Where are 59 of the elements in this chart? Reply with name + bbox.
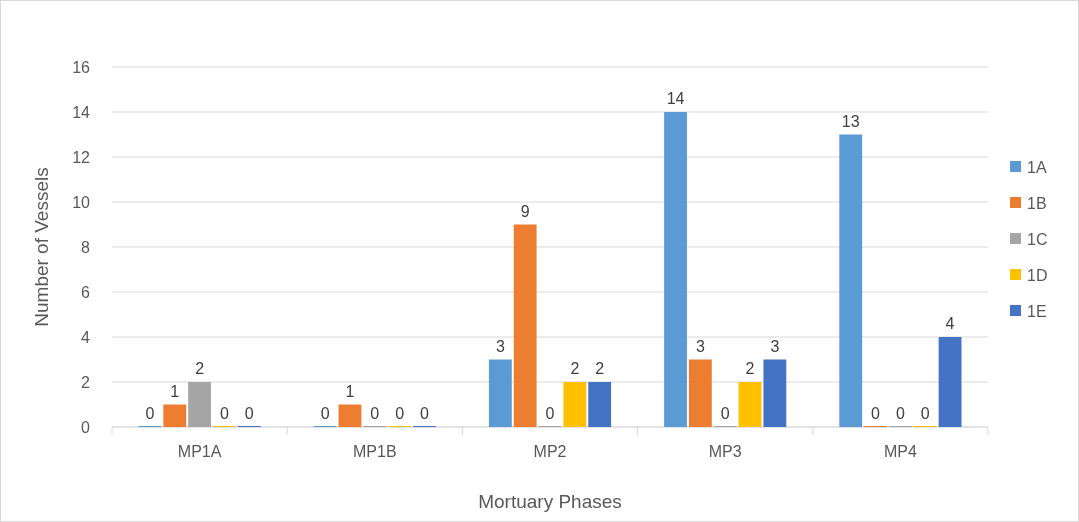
data-label: 2 [570,360,580,377]
legend-label: 1E [1027,302,1047,320]
data-label: 2 [195,360,205,377]
bar [488,359,512,427]
data-label: 0 [244,405,254,422]
legend-label: 1A [1027,158,1047,176]
data-label: 1 [170,382,180,400]
data-label: 2 [745,360,755,377]
data-label: 4 [945,315,955,332]
data-label: 0 [145,405,155,422]
data-label: 3 [770,337,780,355]
data-label: 0 [395,405,405,422]
bar [938,337,962,427]
x-tick-label: MP1A [177,443,222,460]
bar [563,382,587,427]
y-tick-label: 12 [72,148,91,166]
x-tick-label: MP4 [883,443,917,460]
x-tick-label: MP2 [533,443,567,460]
data-label: 0 [920,405,930,422]
bar [839,134,863,427]
data-label: 3 [495,337,505,355]
bar [588,382,612,427]
y-tick-label: 10 [72,193,91,211]
y-tick-label: 4 [81,328,91,346]
bar [163,404,187,427]
x-tick-label: MP1B [353,443,397,460]
bar [513,224,537,427]
y-tick-label: 0 [81,418,91,436]
data-label: 0 [370,405,380,422]
x-tick-label: MP3 [708,443,742,460]
bar [664,112,687,427]
data-label: 0 [219,405,229,422]
bar [738,382,762,427]
y-tick-label: 8 [81,238,91,256]
data-label: 0 [895,405,905,422]
data-label: 13 [841,112,860,130]
bar [338,404,362,427]
data-label: 2 [595,360,605,377]
legend-label: 1D [1027,266,1048,284]
data-label: 0 [720,405,730,422]
y-tick-label: 14 [72,103,91,121]
x-axis-title: Mortuary Phases [478,491,622,512]
data-label: 9 [520,202,530,220]
data-label: 1 [345,382,355,400]
bar [763,359,787,427]
y-tick-label: 6 [81,283,91,301]
y-tick-label: 16 [72,58,91,76]
data-label: 0 [545,405,555,422]
y-axis-title: Number of Vessels [31,167,52,327]
legend-label: 1B [1027,194,1047,212]
bar [188,382,212,427]
bar [688,359,712,427]
data-label: 0 [320,405,330,422]
data-label: 0 [420,405,430,422]
data-label: 0 [871,405,881,422]
legend-label: 1C [1027,230,1048,248]
y-tick-label: 2 [81,373,91,391]
data-label: 3 [695,337,705,355]
data-label: 14 [666,90,685,107]
